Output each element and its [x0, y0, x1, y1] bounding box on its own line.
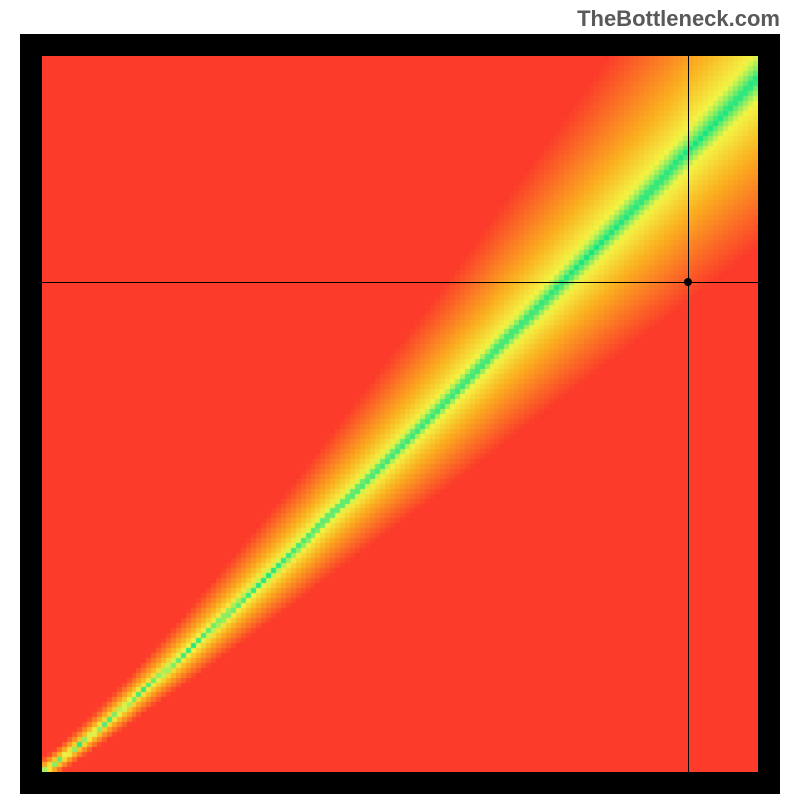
crosshair-marker: [684, 278, 692, 286]
frame-top: [20, 34, 780, 56]
heatmap-plot: [42, 56, 758, 772]
crosshair-vertical: [688, 56, 689, 772]
watermark-text: TheBottleneck.com: [577, 6, 780, 32]
frame-left: [20, 34, 42, 794]
crosshair-horizontal: [42, 282, 758, 283]
bottleneck-chart-container: TheBottleneck.com: [0, 0, 800, 800]
frame-right: [758, 34, 780, 794]
frame-bottom: [20, 772, 780, 794]
heatmap-canvas: [42, 56, 758, 772]
